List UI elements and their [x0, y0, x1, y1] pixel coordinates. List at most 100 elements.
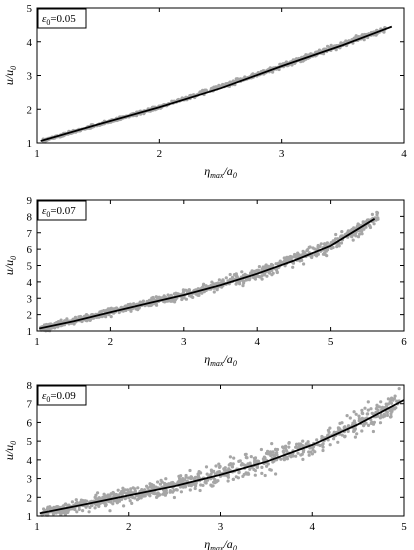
- scatter-point: [364, 225, 368, 229]
- y-tick-label: 1: [27, 138, 33, 150]
- scatter-point: [266, 449, 270, 453]
- x-tick-label: 4: [401, 148, 407, 160]
- scatter-point: [376, 216, 380, 220]
- scatter-point: [357, 417, 361, 421]
- scatter-point: [230, 465, 234, 469]
- scatter-point: [386, 402, 390, 406]
- scatter-point: [294, 445, 298, 449]
- scatter-point: [107, 494, 111, 498]
- scatter-point: [77, 315, 81, 319]
- scatter-point: [372, 222, 376, 226]
- scatter-point: [146, 486, 150, 490]
- axes-frame: [36, 7, 405, 144]
- scatter-point: [282, 256, 286, 260]
- scatter-point: [132, 302, 136, 306]
- scatter-point: [120, 497, 124, 501]
- x-tick-label: 1: [34, 148, 40, 160]
- scatter-point: [309, 254, 313, 258]
- scatter-point: [204, 88, 208, 92]
- scatter-point: [248, 467, 252, 471]
- scatter-point: [81, 509, 85, 513]
- scatter-point: [112, 493, 116, 497]
- x-tick-label: 3: [181, 336, 187, 348]
- scatter-point: [375, 211, 380, 215]
- scatter-point: [75, 500, 79, 505]
- scatter-point: [340, 433, 344, 437]
- y-tick-label: 4: [27, 455, 33, 467]
- scatter-point: [358, 232, 362, 236]
- scatter-point: [272, 459, 276, 463]
- y-tick-label: 4: [27, 37, 33, 49]
- scatter-point: [379, 413, 383, 417]
- y-tick-label: 8: [27, 211, 33, 223]
- scatter-point: [260, 471, 264, 475]
- scatter-point: [96, 502, 100, 507]
- scatter-point: [184, 297, 188, 301]
- scatter-point: [345, 414, 349, 418]
- annotation-label: ε0=0.09: [42, 390, 76, 404]
- scatter-point: [370, 411, 374, 415]
- scatter-point: [337, 426, 341, 430]
- scatter-point: [275, 270, 279, 274]
- scatter-point: [321, 448, 325, 453]
- scatter-point: [259, 447, 263, 452]
- x-tick-label: 2: [157, 148, 163, 160]
- scatter-point: [343, 435, 347, 439]
- scatter-point: [193, 486, 197, 491]
- scatter-point: [235, 78, 239, 82]
- x-tick-label: 2: [108, 336, 114, 348]
- chart-panel-2: 1 2 3 4 5 6 1 2 3 4 5 6 7 8 9 ηmax/a0 u/u0 ε0=0.07: [2, 195, 407, 368]
- scatter-point: [160, 480, 164, 484]
- scatter-point: [96, 491, 100, 495]
- scatter-point: [121, 309, 125, 313]
- scatter-point: [348, 416, 352, 420]
- scatter-point: [385, 410, 389, 415]
- scatter-point: [164, 489, 168, 493]
- scatter-point: [260, 277, 264, 281]
- scatter-point: [148, 482, 152, 486]
- scatter-point: [310, 445, 315, 450]
- scatter-point: [356, 235, 361, 239]
- scatter-point: [214, 464, 218, 468]
- scatter-point: [301, 249, 305, 253]
- scatter-point: [158, 482, 162, 486]
- scatter-point: [285, 255, 289, 259]
- scatter-point: [197, 293, 201, 297]
- scatter-point: [374, 407, 378, 411]
- scatter-point: [253, 469, 257, 473]
- scatter-point: [85, 319, 89, 323]
- scatter-point: [129, 309, 133, 313]
- scatter-point: [171, 490, 175, 494]
- scatter-point: [298, 445, 302, 449]
- scatter-point: [228, 455, 232, 459]
- scatter-point: [366, 423, 371, 427]
- annotation-box: [37, 200, 87, 221]
- scatter-point: [271, 450, 275, 454]
- scatter-point: [339, 241, 344, 245]
- scatter-point: [100, 315, 104, 319]
- scatter-point: [275, 453, 279, 457]
- scatter-point: [229, 462, 233, 466]
- scatter-point: [294, 454, 298, 458]
- scatter-point: [315, 438, 319, 442]
- scatter-point: [212, 480, 216, 484]
- scatter-point: [227, 467, 231, 471]
- scatter-point: [181, 288, 185, 292]
- scatter-point: [300, 452, 304, 456]
- scatter-point: [267, 264, 271, 268]
- scatter-point: [191, 295, 195, 299]
- y-tick-label: 3: [27, 71, 33, 83]
- scatter-point: [178, 477, 182, 481]
- scatter-point: [291, 454, 295, 458]
- scatter-point: [296, 251, 300, 255]
- scatter-point: [187, 476, 191, 480]
- scatter-point: [257, 265, 261, 269]
- scatter-point: [187, 483, 191, 487]
- scatter-point: [291, 265, 295, 269]
- y-axis-label: u/u0: [2, 66, 18, 85]
- scatter-point: [389, 414, 393, 419]
- scatter-point: [209, 468, 213, 472]
- scatter-point: [202, 282, 206, 286]
- scatter-point: [184, 475, 188, 479]
- x-tick-label: 1: [34, 521, 40, 533]
